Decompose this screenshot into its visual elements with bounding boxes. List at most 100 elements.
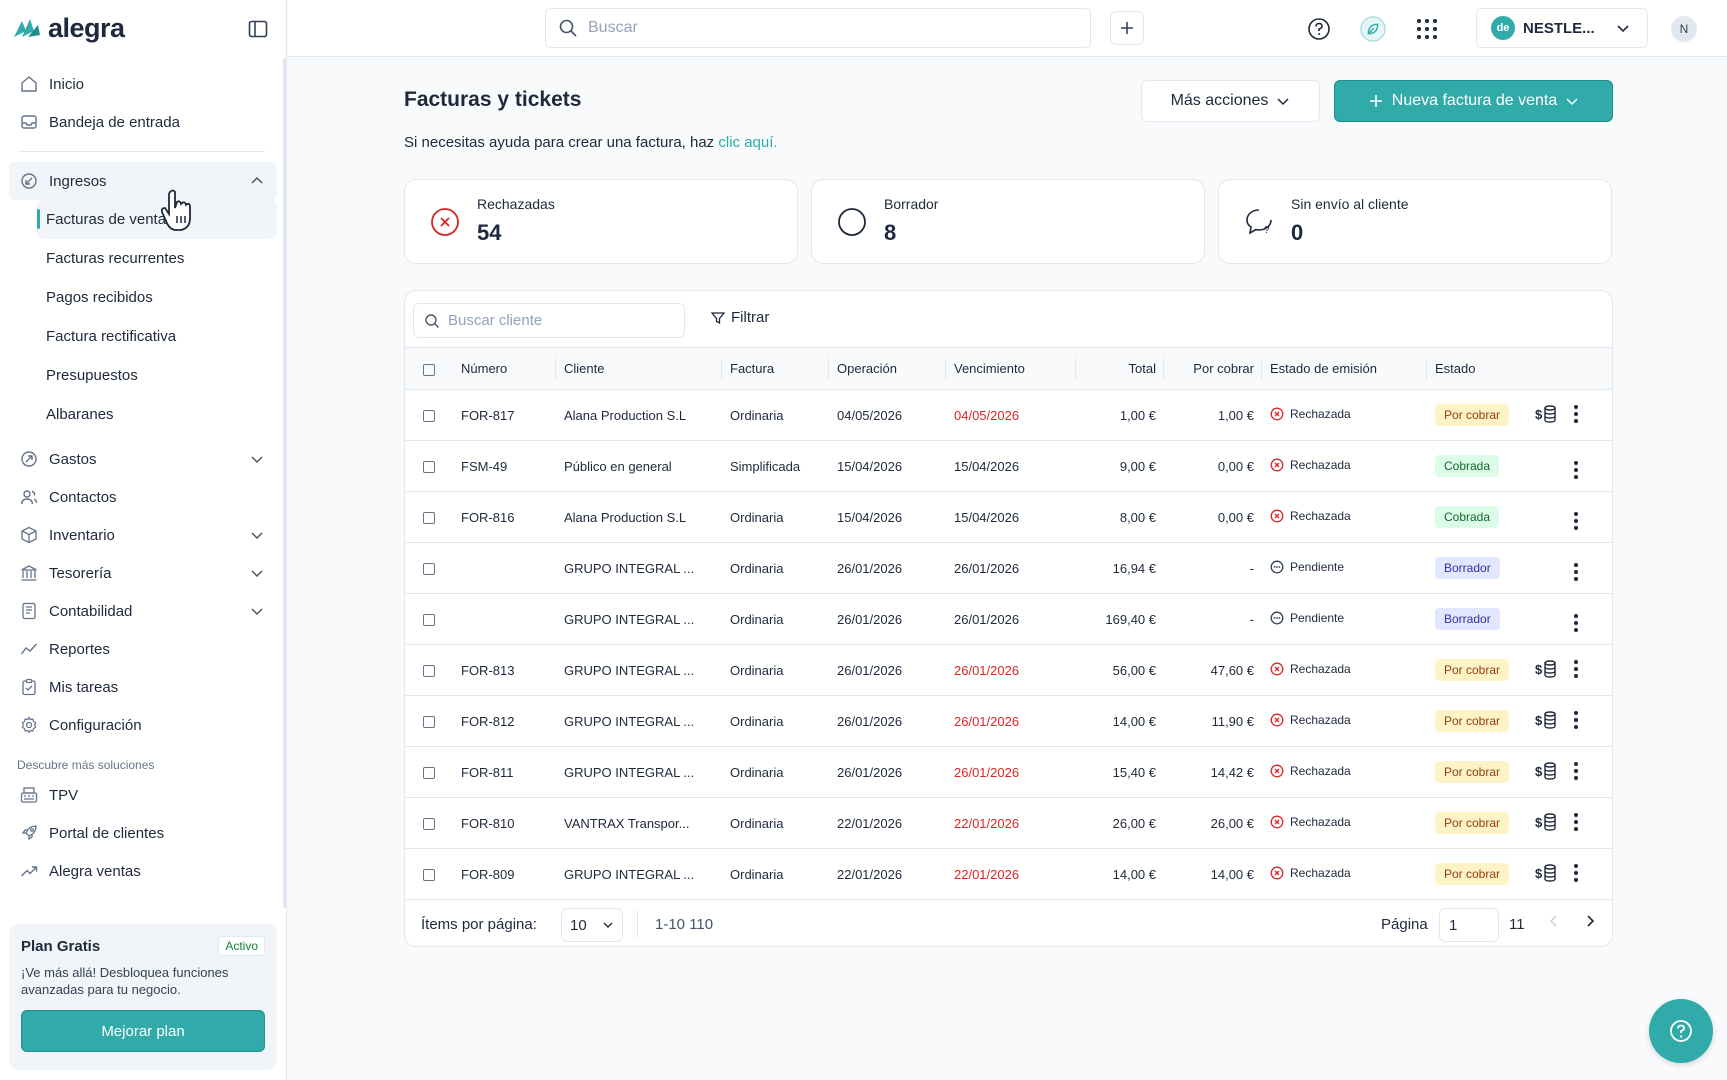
chevron-right-icon[interactable] — [1583, 914, 1597, 928]
row-checkbox[interactable] — [423, 869, 435, 882]
sidebar-item-tpv[interactable]: TPV — [9, 776, 277, 814]
add-payment-icon[interactable]: $ — [1535, 404, 1557, 424]
per-page-value: 10 — [570, 916, 587, 934]
col-estado[interactable]: Estado — [1427, 347, 1527, 390]
sidebar-scrollbar[interactable] — [283, 58, 287, 908]
col-operacion[interactable]: Operación — [829, 347, 946, 390]
quick-add-button[interactable] — [1110, 11, 1144, 45]
table-row[interactable]: FOR-810 VANTRAX Transpor... Ordinaria 22/01… — [405, 797, 1612, 849]
table-row[interactable]: GRUPO INTEGRAL ... Ordinaria 26/01/2026 26/… — [405, 593, 1612, 645]
sidebar-subitem-facturas-venta[interactable]: Facturas de venta — [37, 200, 277, 239]
sidebar-subitem-label: Facturas de venta — [46, 211, 167, 228]
row-checkbox[interactable] — [423, 614, 435, 627]
sidebar-item-label: Reportes — [49, 640, 110, 658]
row-checkbox[interactable] — [423, 716, 435, 729]
add-payment-icon[interactable]: $ — [1535, 761, 1557, 781]
stat-card-borrador[interactable]: Borrador 8 — [811, 179, 1205, 264]
more-options-icon[interactable] — [1571, 761, 1581, 780]
global-search-input[interactable]: Buscar — [545, 8, 1091, 48]
col-total[interactable]: Total — [1076, 347, 1164, 390]
sidebar-item-configuracion[interactable]: Configuración — [9, 706, 277, 744]
chevron-left-icon[interactable] — [1547, 914, 1561, 928]
row-checkbox[interactable] — [423, 767, 435, 780]
page-input[interactable]: 1 — [1439, 908, 1499, 942]
sidebar-item-gastos[interactable]: Gastos — [9, 440, 277, 478]
col-por-cobrar[interactable]: Por cobrar — [1164, 347, 1262, 390]
add-payment-icon[interactable]: $ — [1535, 659, 1557, 679]
more-options-icon[interactable] — [1571, 812, 1581, 831]
sidebar-item-ingresos[interactable]: Ingresos — [9, 162, 277, 200]
more-options-icon[interactable] — [1571, 614, 1581, 632]
stat-card-rechazadas[interactable]: Rechazadas 54 — [404, 179, 798, 264]
sidebar-subitem-factura-rectificativa[interactable]: Factura rectificativa — [9, 317, 277, 356]
col-estado-emision[interactable]: Estado de emisión — [1262, 347, 1427, 390]
col-vencimiento[interactable]: Vencimiento — [946, 347, 1076, 390]
table-row[interactable]: GRUPO INTEGRAL ... Ordinaria 26/01/2026 26/… — [405, 542, 1612, 594]
company-selector[interactable]: de NESTLE... — [1476, 8, 1648, 48]
avatar[interactable]: N — [1671, 16, 1697, 42]
sidebar-subitem-facturas-recurrentes[interactable]: Facturas recurrentes — [9, 239, 277, 278]
add-payment-icon[interactable]: $ — [1535, 863, 1557, 883]
row-checkbox[interactable] — [423, 512, 435, 525]
status-badge: Cobrada — [1435, 506, 1500, 528]
table-row[interactable]: FOR-812 GRUPO INTEGRAL ... Ordinaria 26/01/… — [405, 695, 1612, 747]
sidebar-subitem-presupuestos[interactable]: Presupuestos — [9, 356, 277, 395]
leaf-icon[interactable] — [1360, 16, 1386, 42]
sidebar-item-contactos[interactable]: Contactos — [9, 478, 277, 516]
sidebar-item-mis-tareas[interactable]: Mis tareas — [9, 668, 277, 706]
more-options-icon[interactable] — [1571, 512, 1581, 530]
filter-button[interactable]: Filtrar — [711, 309, 769, 326]
sidebar-item-contabilidad[interactable]: Contabilidad — [9, 592, 277, 630]
chevron-down-icon — [251, 608, 263, 616]
sidebar-item-reportes[interactable]: Reportes — [9, 630, 277, 668]
more-actions-button[interactable]: Más acciones — [1141, 80, 1320, 122]
help-chat-button[interactable] — [1649, 999, 1713, 1063]
more-options-icon[interactable] — [1571, 563, 1581, 581]
col-factura[interactable]: Factura — [722, 347, 829, 390]
more-options-icon[interactable] — [1571, 863, 1581, 882]
stat-card-sin-envio[interactable]: ? Sin envío al cliente 0 — [1218, 179, 1612, 264]
col-cliente[interactable]: Cliente — [556, 347, 722, 390]
more-options-icon[interactable] — [1571, 710, 1581, 729]
alegra-logo[interactable]: alegra — [12, 13, 125, 44]
cell-estado-emision: Rechazada — [1262, 389, 1427, 441]
per-page-select[interactable]: 10 — [561, 908, 623, 942]
row-checkbox[interactable] — [423, 818, 435, 831]
table-row[interactable]: FSM-49 Público en general Simplificada 15/0… — [405, 440, 1612, 492]
sidebar-item-inventario[interactable]: Inventario — [9, 516, 277, 554]
client-search-input[interactable]: Buscar cliente — [413, 303, 685, 338]
col-numero[interactable]: Número — [453, 347, 556, 390]
more-options-icon[interactable] — [1571, 461, 1581, 479]
help-link[interactable]: clic aquí. — [718, 134, 778, 151]
select-all-checkbox[interactable] — [423, 363, 435, 376]
more-options-icon[interactable] — [1571, 659, 1581, 678]
row-checkbox[interactable] — [423, 461, 435, 474]
table-row[interactable]: FOR-811 GRUPO INTEGRAL ... Ordinaria 26/01/… — [405, 746, 1612, 798]
row-checkbox[interactable] — [423, 665, 435, 678]
more-options-icon[interactable] — [1571, 404, 1581, 423]
table-toolbar: Buscar cliente Filtrar — [405, 291, 1612, 347]
sidebar-subitem-pagos-recibidos[interactable]: Pagos recibidos — [9, 278, 277, 317]
add-payment-icon[interactable]: $ — [1535, 812, 1557, 832]
upgrade-plan-button[interactable]: Mejorar plan — [21, 1010, 265, 1052]
sidebar-subitem-albaranes[interactable]: Albaranes — [9, 395, 277, 434]
topbar: Buscar de NESTLE... N — [288, 0, 1727, 57]
new-invoice-button[interactable]: Nueva factura de venta — [1334, 80, 1613, 122]
row-checkbox[interactable] — [423, 563, 435, 576]
table-row[interactable]: FOR-816 Alana Production S.L Ordinaria 15/0… — [405, 491, 1612, 543]
table-row[interactable]: FOR-817 Alana Production S.L Ordinaria 04/0… — [405, 389, 1612, 441]
apps-grid-icon[interactable] — [1414, 16, 1440, 42]
sidebar-item-tesoreria[interactable]: Tesorería — [9, 554, 277, 592]
row-checkbox[interactable] — [423, 410, 435, 423]
sidebar-item-bandeja[interactable]: Bandeja de entrada — [9, 103, 277, 141]
cell-actions — [1527, 491, 1612, 543]
help-icon[interactable] — [1306, 16, 1332, 42]
sidebar-toggle-icon[interactable] — [248, 19, 268, 39]
add-payment-icon[interactable]: $ — [1535, 710, 1557, 730]
sidebar-item-inicio[interactable]: Inicio — [9, 65, 277, 103]
table-row[interactable]: FOR-809 GRUPO INTEGRAL ... Ordinaria 22/01/… — [405, 848, 1612, 900]
help-icon — [1670, 1020, 1692, 1042]
sidebar-item-portal-de-clientes[interactable]: Portal de clientes — [9, 814, 277, 852]
table-row[interactable]: FOR-813 GRUPO INTEGRAL ... Ordinaria 26/01/… — [405, 644, 1612, 696]
sidebar-item-alegra-ventas[interactable]: Alegra ventas — [9, 852, 277, 890]
